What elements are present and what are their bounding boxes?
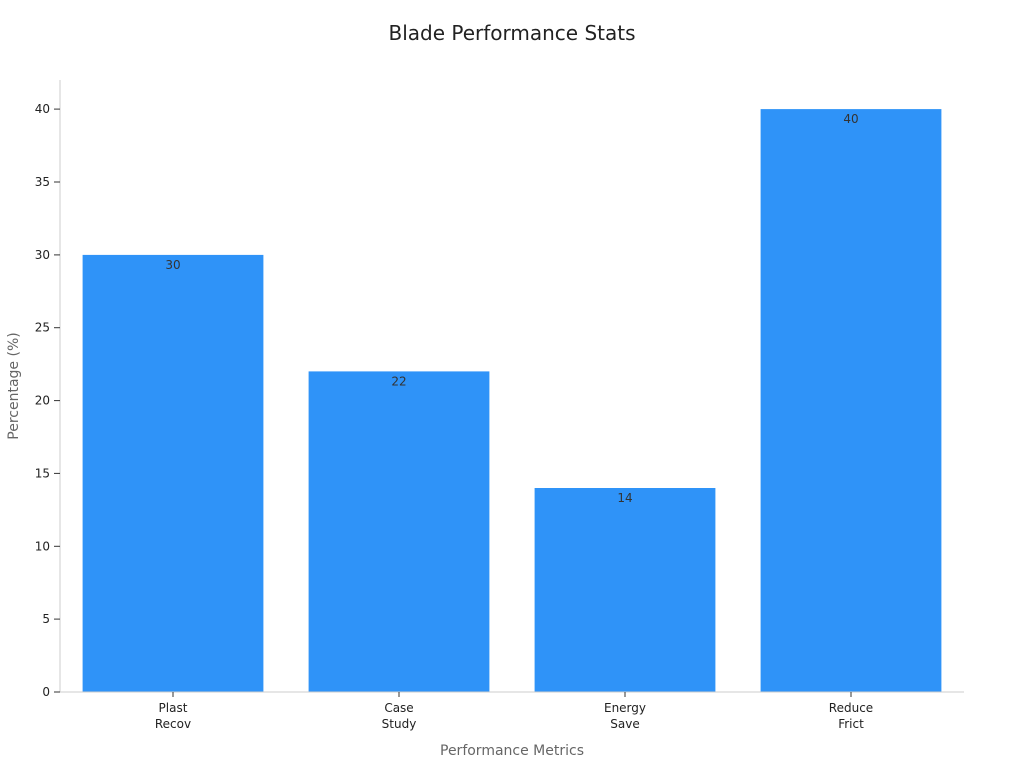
x-tick-label-0-0: Plast: [159, 701, 188, 715]
bar-3: [760, 109, 942, 693]
y-tick-label-7: 35: [35, 175, 50, 189]
x-axis-label: Performance Metrics: [440, 743, 584, 759]
y-axis: 0 5 10 15 20 25 30 35 40: [35, 80, 61, 699]
bar-value-label-1: 22: [391, 374, 406, 388]
y-tick-label-6: 30: [35, 248, 50, 262]
y-axis-label: Percentage (%): [6, 332, 22, 439]
y-tick-label-1: 5: [42, 612, 50, 626]
y-tick-label-0: 0: [42, 685, 50, 699]
x-tick-label-0-1: Recov: [155, 717, 191, 731]
y-tick-label-3: 15: [35, 466, 50, 480]
x-tick-label-2-1: Save: [610, 717, 639, 731]
bar-labels-group: 30 22 14 40: [165, 112, 858, 505]
y-tick-label-4: 20: [35, 394, 50, 408]
x-tick-label-1-0: Case: [384, 701, 413, 715]
y-tick-label-8: 40: [35, 102, 50, 116]
y-tick-label-5: 25: [35, 321, 50, 335]
x-tick-label-2-0: Energy: [604, 701, 646, 715]
x-axis: Plast Recov Case Study Energy Save Reduce Frict: [60, 691, 964, 731]
x-tick-label-1-1: Study: [382, 717, 417, 731]
bar-value-label-2: 14: [617, 491, 632, 505]
x-tick-label-3-1: Frict: [838, 717, 864, 731]
bar-2: [534, 488, 716, 692]
bar-value-label-0: 30: [165, 258, 180, 272]
chart-title: Blade Performance Stats: [388, 21, 635, 45]
bar-value-label-3: 40: [843, 112, 858, 126]
bar-1: [308, 371, 490, 692]
bars-group: [82, 109, 942, 693]
bar-0: [82, 254, 264, 692]
y-tick-label-2: 10: [35, 539, 50, 553]
x-tick-label-3-0: Reduce: [829, 701, 873, 715]
